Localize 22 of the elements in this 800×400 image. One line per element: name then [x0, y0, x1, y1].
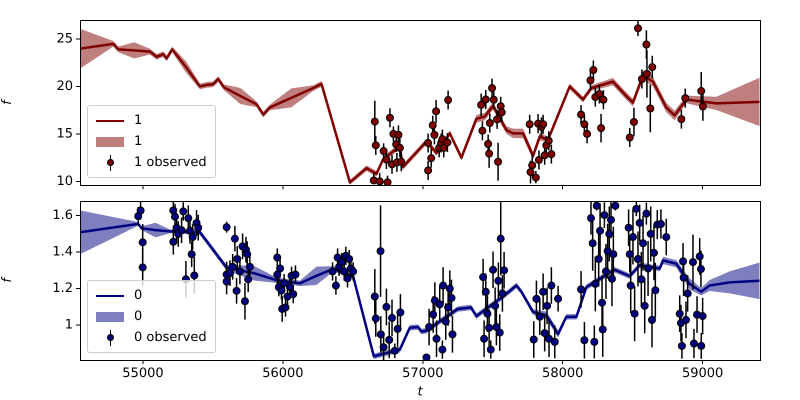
y-tick-label: 1.4	[52, 244, 73, 260]
x-tick-label: 58000	[542, 366, 584, 382]
y-tick-label: 15	[56, 126, 73, 142]
y-tick-label: 20	[56, 78, 73, 94]
text: 1	[134, 134, 142, 150]
legend-label: 0	[134, 288, 142, 303]
legend-label: 0 observed	[134, 330, 207, 345]
y-axis-title: f	[0, 98, 16, 105]
text: 0	[134, 309, 142, 324]
x-tick-label: 55000	[122, 366, 164, 382]
x-tick-label: 59000	[682, 366, 724, 382]
y-axis-title: f	[0, 276, 16, 283]
y-tick-label: 25	[56, 31, 73, 46]
y-tick-label: 1.2	[52, 281, 73, 296]
x-axis-title: t	[417, 384, 424, 400]
y-tick-label: 1	[64, 318, 73, 333]
y-tick-label: 10	[56, 174, 73, 189]
x-tick-label: 56000	[262, 366, 304, 382]
x-tick-label: 57000	[402, 366, 444, 382]
legend-label: 1	[134, 113, 142, 128]
legend-label: 1 observed	[134, 155, 207, 170]
y-tick-label: 1.6	[52, 208, 73, 223]
